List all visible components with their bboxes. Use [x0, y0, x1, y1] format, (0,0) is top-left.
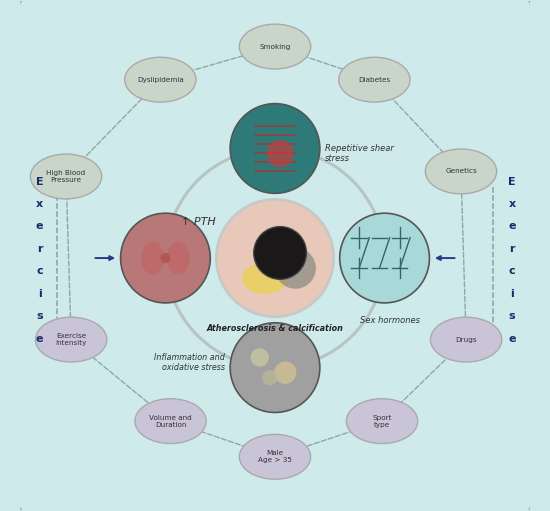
Text: E: E [508, 177, 516, 187]
Text: i: i [510, 289, 514, 299]
Circle shape [216, 199, 334, 317]
FancyBboxPatch shape [19, 0, 531, 511]
Circle shape [262, 370, 278, 385]
Ellipse shape [125, 57, 196, 102]
Ellipse shape [425, 149, 497, 194]
Text: c: c [509, 266, 515, 276]
Ellipse shape [141, 242, 164, 274]
Circle shape [274, 361, 296, 384]
Ellipse shape [135, 399, 206, 444]
Ellipse shape [242, 263, 288, 294]
Text: i: i [38, 289, 41, 299]
Text: Diabetes: Diabetes [358, 77, 390, 83]
Text: r: r [509, 244, 515, 254]
Text: s: s [36, 311, 43, 321]
Circle shape [230, 323, 320, 412]
Text: c: c [36, 266, 43, 276]
Text: r: r [37, 244, 42, 254]
Text: Sport
type: Sport type [372, 414, 392, 428]
Ellipse shape [239, 434, 311, 479]
Text: Smoking: Smoking [259, 43, 291, 50]
Text: Volume and
Duration: Volume and Duration [149, 414, 192, 428]
Ellipse shape [161, 253, 170, 263]
Text: e: e [36, 221, 43, 231]
Ellipse shape [346, 399, 417, 444]
Circle shape [340, 213, 430, 303]
Text: Sex hormones: Sex hormones [360, 316, 420, 324]
Text: x: x [36, 199, 43, 209]
Text: s: s [509, 311, 515, 321]
Circle shape [275, 248, 316, 289]
Ellipse shape [30, 154, 102, 199]
Ellipse shape [339, 57, 410, 102]
Circle shape [254, 226, 306, 280]
Ellipse shape [431, 317, 502, 362]
Text: Drugs: Drugs [455, 337, 477, 342]
Text: Male
Age > 35: Male Age > 35 [258, 450, 292, 463]
Text: High Blood
Pressure: High Blood Pressure [46, 170, 86, 183]
Ellipse shape [167, 242, 190, 274]
Text: Exercise
Intensity: Exercise Intensity [56, 333, 87, 346]
Text: e: e [508, 221, 516, 231]
Text: Inflammation and
oxidative stress: Inflammation and oxidative stress [154, 353, 225, 372]
Circle shape [230, 104, 320, 193]
Text: x: x [508, 199, 515, 209]
Circle shape [120, 213, 210, 303]
Text: e: e [36, 334, 43, 343]
Text: Atherosclerosis & calcification: Atherosclerosis & calcification [207, 324, 343, 333]
Text: E: E [36, 177, 43, 187]
Text: Dyslipidemia: Dyslipidemia [137, 77, 184, 83]
Text: Repetitive shear
stress: Repetitive shear stress [325, 144, 394, 164]
Text: Genetics: Genetics [445, 169, 477, 174]
Circle shape [267, 140, 294, 167]
Text: e: e [508, 334, 516, 343]
Ellipse shape [36, 317, 107, 362]
Text: ↑ PTH: ↑ PTH [181, 217, 216, 227]
Circle shape [251, 349, 269, 366]
Ellipse shape [239, 24, 311, 69]
